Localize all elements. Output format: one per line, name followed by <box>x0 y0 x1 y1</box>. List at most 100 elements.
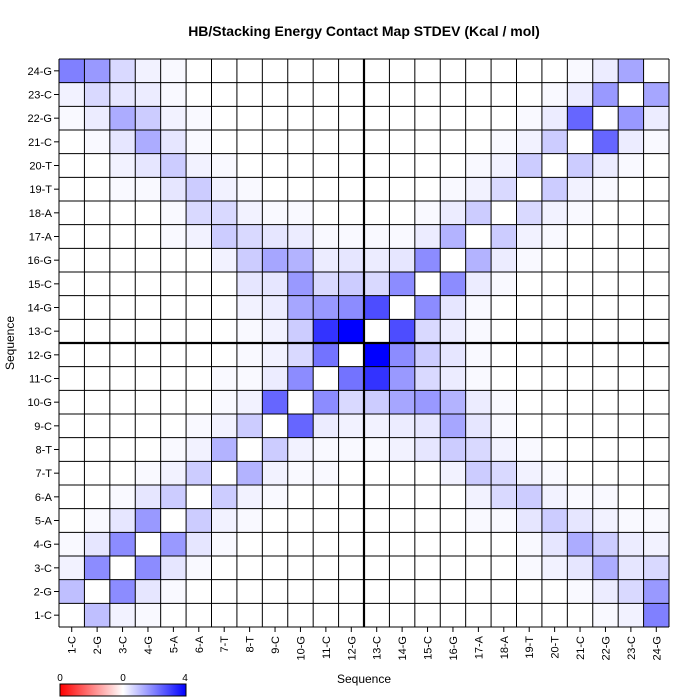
heatmap-cell <box>592 485 619 509</box>
heatmap-cell <box>567 485 593 509</box>
heatmap-cell <box>364 485 390 509</box>
heatmap-cell <box>211 59 237 83</box>
heatmap-cell <box>186 532 212 556</box>
heatmap-cell <box>109 532 136 556</box>
heatmap-cell <box>236 248 263 272</box>
heatmap-cell <box>389 130 415 154</box>
heatmap-cell <box>567 532 593 556</box>
heatmap-cell <box>236 461 263 485</box>
x-tick-label: 2-G <box>92 636 104 654</box>
heatmap-cell <box>364 272 390 296</box>
heatmap-cell <box>592 201 619 225</box>
heatmap-cell <box>643 248 669 272</box>
heatmap-cell <box>338 177 364 201</box>
heatmap-cell <box>59 130 85 154</box>
heatmap-cell <box>59 106 85 130</box>
color-scale-legend: 0 0 4 <box>57 673 188 697</box>
heatmap-cell <box>211 343 237 367</box>
heatmap-cell <box>389 82 415 107</box>
heatmap-cell <box>541 319 568 343</box>
heatmap-cell <box>389 177 415 201</box>
heatmap-cell <box>516 130 542 154</box>
heatmap-cell <box>135 508 161 533</box>
heatmap-cell <box>313 508 339 533</box>
heatmap-cell <box>541 343 568 367</box>
heatmap-cell <box>643 390 669 414</box>
heatmap-cell <box>516 272 542 296</box>
heatmap-cell <box>364 248 390 272</box>
heatmap-cell <box>135 248 161 272</box>
heatmap-cell <box>287 556 314 580</box>
heatmap-cell <box>643 414 669 438</box>
heatmap-cell <box>592 130 619 154</box>
heatmap-cell <box>135 485 161 509</box>
heatmap-cell <box>465 390 492 414</box>
heatmap-cell <box>84 532 110 556</box>
heatmap-cell <box>389 437 415 462</box>
y-tick-label: 11-C <box>29 374 52 386</box>
heatmap-cell <box>414 579 441 604</box>
heatmap-cell <box>592 579 619 604</box>
heatmap-cell <box>236 343 263 367</box>
heatmap-cell <box>541 82 568 107</box>
heatmap-cell <box>414 437 441 462</box>
heatmap-cell <box>643 295 669 320</box>
heatmap-cell <box>160 603 187 627</box>
heatmap-cell <box>643 461 669 485</box>
heatmap-cell <box>516 153 542 178</box>
heatmap-cell <box>211 106 237 130</box>
heatmap-cell <box>84 485 110 509</box>
heatmap-cell <box>186 248 212 272</box>
heatmap-cell <box>414 319 441 343</box>
heatmap-cell <box>135 177 161 201</box>
heatmap-cell <box>186 461 212 485</box>
heatmap-cell <box>516 201 542 225</box>
heatmap-cell <box>160 224 187 249</box>
heatmap-cell <box>84 201 110 225</box>
heatmap-cell <box>84 343 110 367</box>
heatmap-cell <box>313 82 339 107</box>
y-tick-label: 19-T <box>29 184 52 196</box>
heatmap-cell <box>287 272 314 296</box>
x-tick-label: 7-T <box>219 636 231 653</box>
heatmap-cell <box>440 272 466 296</box>
heatmap-cell <box>186 319 212 343</box>
heatmap-cell <box>135 461 161 485</box>
heatmap-cells <box>59 59 669 627</box>
heatmap-cell <box>389 390 415 414</box>
heatmap-cell <box>160 59 187 83</box>
heatmap-cell <box>618 130 644 154</box>
heatmap-cell <box>109 603 136 627</box>
heatmap-cell <box>364 556 390 580</box>
heatmap-cell <box>643 579 669 604</box>
heatmap-cell <box>262 106 288 130</box>
heatmap-cell <box>643 272 669 296</box>
heatmap-cell <box>491 82 517 107</box>
heatmap-cell <box>211 414 237 438</box>
y-tick-label: 12-G <box>28 350 52 362</box>
heatmap-cell <box>109 153 136 178</box>
heatmap-cell <box>109 390 136 414</box>
heatmap-cell <box>160 82 187 107</box>
heatmap-cell <box>211 485 237 509</box>
heatmap-cell <box>364 437 390 462</box>
heatmap-cell <box>313 224 339 249</box>
heatmap-cell <box>414 532 441 556</box>
heatmap-cell <box>643 59 669 83</box>
heatmap-cell <box>160 508 187 533</box>
heatmap-cell <box>364 59 390 83</box>
heatmap-cell <box>287 437 314 462</box>
y-tick-label: 22-G <box>28 113 52 125</box>
heatmap-cell <box>465 508 492 533</box>
heatmap-cell <box>338 579 364 604</box>
heatmap-cell <box>287 319 314 343</box>
heatmap-cell <box>236 82 263 107</box>
y-tick-label: 15-C <box>28 279 52 291</box>
heatmap-cell <box>618 508 644 533</box>
heatmap-cell <box>541 603 568 627</box>
heatmap-cell <box>516 603 542 627</box>
heatmap-cell <box>186 414 212 438</box>
heatmap-cell <box>541 272 568 296</box>
heatmap-cell <box>516 106 542 130</box>
heatmap-cell <box>338 556 364 580</box>
